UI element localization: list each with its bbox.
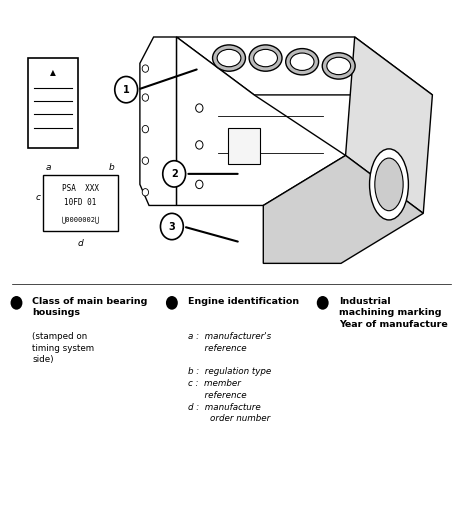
- Text: 2: 2: [171, 169, 178, 179]
- Text: a: a: [46, 163, 51, 172]
- Ellipse shape: [327, 57, 351, 74]
- Text: c: c: [36, 193, 41, 202]
- Circle shape: [142, 65, 148, 72]
- Circle shape: [142, 157, 148, 164]
- Ellipse shape: [217, 49, 241, 66]
- Polygon shape: [263, 155, 423, 263]
- Text: ⋃0000002⋃: ⋃0000002⋃: [61, 216, 100, 223]
- Circle shape: [163, 161, 186, 187]
- Ellipse shape: [290, 53, 314, 70]
- FancyBboxPatch shape: [43, 175, 118, 231]
- Ellipse shape: [249, 45, 282, 71]
- Circle shape: [196, 140, 203, 149]
- Polygon shape: [140, 37, 176, 205]
- Ellipse shape: [286, 48, 319, 75]
- Circle shape: [142, 189, 148, 196]
- Text: d: d: [78, 239, 83, 247]
- Ellipse shape: [322, 53, 355, 79]
- Text: (stamped on
timing system
side): (stamped on timing system side): [33, 332, 95, 364]
- Circle shape: [317, 296, 328, 310]
- Circle shape: [142, 126, 148, 133]
- Circle shape: [142, 94, 148, 101]
- Polygon shape: [176, 37, 346, 205]
- Text: PSA  XXX: PSA XXX: [62, 184, 99, 193]
- Circle shape: [196, 180, 203, 189]
- Text: b: b: [109, 163, 115, 172]
- Text: Engine identification: Engine identification: [188, 296, 299, 305]
- Polygon shape: [346, 37, 432, 213]
- Circle shape: [115, 77, 137, 103]
- FancyBboxPatch shape: [28, 58, 78, 147]
- Ellipse shape: [375, 158, 403, 211]
- Ellipse shape: [254, 49, 277, 66]
- Text: 3: 3: [169, 221, 175, 231]
- Text: Industrial
machining marking
Year of manufacture: Industrial machining marking Year of man…: [339, 296, 447, 329]
- Circle shape: [196, 104, 203, 112]
- Ellipse shape: [370, 149, 409, 220]
- Ellipse shape: [212, 45, 246, 71]
- Text: a :  manufacturer's
      reference

b :  regulation type
c :  member
      refe: a : manufacturer's reference b : regulat…: [188, 332, 271, 423]
- FancyBboxPatch shape: [228, 128, 260, 164]
- Circle shape: [161, 213, 183, 240]
- Text: 1: 1: [123, 85, 129, 95]
- Text: 10FD 01: 10FD 01: [64, 198, 97, 207]
- Text: Class of main bearing
housings: Class of main bearing housings: [33, 296, 148, 317]
- Circle shape: [10, 296, 22, 310]
- Text: ▲: ▲: [50, 68, 56, 77]
- Polygon shape: [176, 37, 432, 95]
- Circle shape: [166, 296, 178, 310]
